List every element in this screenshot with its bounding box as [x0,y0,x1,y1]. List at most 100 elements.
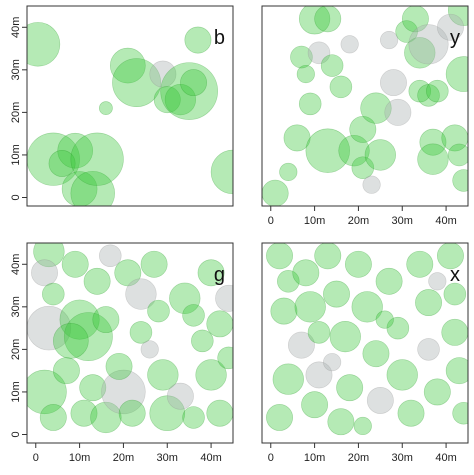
green-circle [408,79,432,103]
grey-circle [340,35,359,54]
x-tick-label: 30m [392,452,413,464]
panel-label: b [214,27,225,49]
green-circle [42,282,65,306]
green-circle [90,401,122,434]
green-circle [83,267,111,295]
green-circle [191,329,214,353]
green-circle [353,416,372,436]
green-circle [262,179,289,206]
green-circle [147,299,170,323]
green-circle [445,357,468,385]
green-circle [290,45,313,69]
green-circle [329,75,353,99]
grey-circle [287,331,315,359]
green-circle [270,297,298,325]
grey-circle [305,361,333,389]
panel-x: x 0 10m 20m 30m 40m [261,242,469,464]
y-tick-label: 40m [10,254,22,275]
grey-circle [428,272,447,291]
green-circle [447,143,468,167]
green-circle [70,171,115,206]
green-circle [401,6,429,33]
green-circle [423,378,451,406]
green-circle [301,391,329,419]
green-circle [197,259,225,287]
green-circle [180,69,208,97]
green-circle [298,6,331,35]
green-circle [329,320,361,353]
green-circle [206,310,233,338]
x-tick-label: 40m [435,215,456,227]
green-circle [441,318,468,346]
panel-frame [26,242,234,444]
green-circle [266,404,293,431]
green-circle [452,401,468,425]
x-tick-label: 40m [200,452,221,464]
x-tick-label: 10m [304,215,325,227]
green-circle [445,56,468,92]
y-tick-label: 20m [10,339,22,360]
green-circle [417,143,449,175]
green-circle [27,132,80,186]
green-circle [327,408,355,436]
green-circle [153,86,181,114]
green-circle [375,267,403,295]
green-circle [298,92,322,116]
green-circle [217,346,233,370]
green-circle [351,156,375,179]
panel-g: g 0 10m 20m 30m 40m 0 10m 20m 30m 40m [10,242,234,464]
panel-frame [26,5,234,207]
green-circle [307,321,331,344]
x-tick-label: 20m [348,452,369,464]
green-circle [417,84,440,107]
green-circle [277,270,300,293]
green-circle [112,58,161,108]
grey-circle [437,13,464,41]
grey-circle [31,259,58,287]
green-circle [283,124,311,152]
panel-frame [261,242,469,444]
green-circle [140,250,168,278]
circle-layer [27,243,233,434]
y-tick-label: 30m [10,296,22,317]
grey-circle [307,41,331,65]
grey-circle [384,98,412,126]
grey-circle [323,353,342,372]
y-tick-label: 40m [10,17,22,38]
grey-circle [380,30,399,50]
green-circle [118,399,146,427]
y-tick-label: 10m [10,144,22,165]
green-circle [63,312,113,362]
panel-frame [261,5,469,207]
green-circle [314,243,342,270]
green-circle [349,115,377,143]
grey-circle [166,382,194,410]
green-circle [114,259,142,287]
circle-layer [262,6,468,206]
green-circle [397,399,425,427]
green-circle [109,47,146,84]
grey-circle [140,340,159,359]
grey-circle [366,386,394,414]
green-circle [70,399,98,427]
green-circle [210,149,233,195]
green-circle [272,363,304,395]
green-circle [48,149,76,177]
green-circle [79,374,107,402]
green-circle [364,139,396,171]
green-circle [375,310,394,329]
y-tick-label: 30m [10,59,22,80]
green-circle [39,404,67,431]
green-circle [164,83,197,116]
green-circle [452,169,468,192]
green-circle [52,357,80,385]
x-tick-label: 30m [157,452,178,464]
y-tick-label: 0 [10,431,22,437]
green-circle [206,399,233,427]
green-circle [169,282,201,314]
grey-circle [149,60,177,88]
green-circle [320,54,344,77]
green-circle [92,306,120,334]
green-circle [362,340,390,368]
